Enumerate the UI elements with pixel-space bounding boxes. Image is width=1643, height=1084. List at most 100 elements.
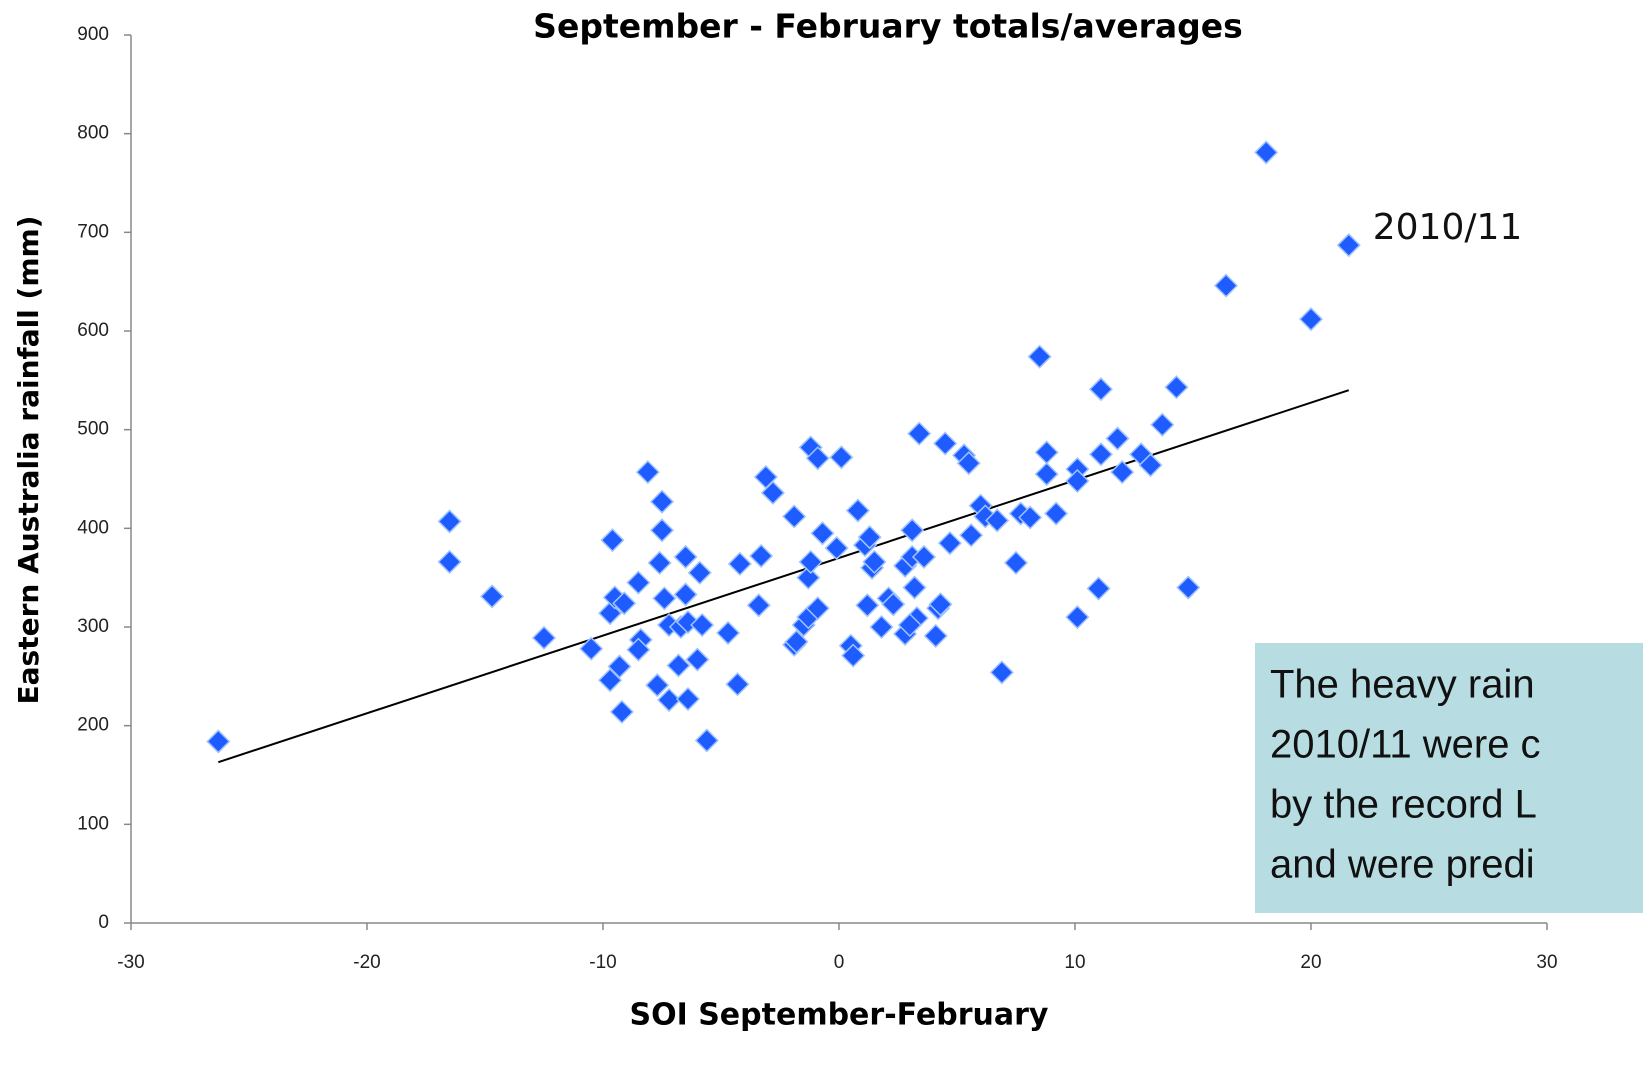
point — [1044, 501, 1069, 526]
point — [798, 549, 823, 574]
point — [1110, 460, 1135, 485]
y-axis-label: Eastern Australia rainfall (mm) — [12, 216, 45, 705]
point — [480, 584, 505, 609]
point — [1213, 273, 1239, 298]
point — [1336, 233, 1361, 258]
point — [612, 591, 637, 616]
point — [1088, 442, 1114, 467]
point — [609, 699, 634, 724]
point — [782, 504, 807, 529]
point — [1150, 412, 1175, 437]
point — [937, 531, 962, 556]
point — [749, 543, 774, 569]
point — [805, 596, 830, 621]
point — [652, 586, 677, 611]
point — [1027, 344, 1052, 369]
point — [626, 570, 651, 595]
note-line: The heavy rain — [1270, 663, 1535, 707]
point — [784, 629, 809, 654]
x-tick-label: -30 — [117, 952, 144, 973]
x-tick-label: 0 — [834, 952, 845, 973]
point — [437, 549, 462, 574]
point — [1034, 440, 1059, 465]
point — [897, 612, 922, 638]
note-box — [1255, 643, 1643, 913]
point — [928, 592, 953, 617]
point — [1018, 505, 1043, 530]
point — [1138, 453, 1163, 478]
x-tick-label: 30 — [1536, 952, 1557, 973]
x-axis-label: SOI September-February — [629, 998, 1048, 1033]
point — [810, 521, 835, 546]
point — [673, 582, 698, 607]
point — [673, 544, 698, 570]
point — [727, 551, 752, 576]
point — [746, 593, 771, 618]
y-tick-label: 300 — [77, 616, 109, 637]
point — [881, 592, 906, 617]
point — [911, 544, 937, 570]
point — [649, 489, 675, 514]
point — [1003, 550, 1029, 575]
point — [1164, 375, 1189, 400]
point — [907, 421, 932, 446]
point — [598, 668, 623, 693]
point — [579, 636, 604, 661]
point — [956, 451, 981, 476]
point — [855, 593, 880, 618]
y-tick-label: 100 — [77, 813, 109, 834]
point — [862, 549, 887, 574]
point — [647, 550, 672, 575]
point — [1065, 605, 1090, 630]
x-tick-label: 10 — [1064, 952, 1085, 973]
point — [626, 637, 651, 662]
point — [841, 643, 866, 668]
point — [1176, 575, 1201, 600]
point — [1298, 307, 1324, 332]
point — [923, 623, 948, 648]
y-tick-label: 600 — [77, 320, 109, 341]
point — [675, 686, 701, 712]
point — [796, 565, 821, 590]
point — [645, 673, 670, 698]
point — [206, 729, 231, 754]
point — [857, 525, 882, 550]
point — [687, 560, 712, 585]
y-tick-label: 200 — [77, 715, 109, 736]
x-tick-label: 20 — [1300, 952, 1321, 973]
point — [985, 508, 1010, 533]
y-tick-label: 500 — [77, 419, 109, 440]
annotation: 2010/11 — [1373, 207, 1523, 248]
point — [716, 620, 741, 645]
point — [635, 460, 660, 485]
x-tick-label: -10 — [589, 952, 616, 973]
point — [760, 480, 785, 505]
point — [725, 672, 750, 697]
point — [989, 660, 1014, 685]
point — [933, 431, 958, 456]
point — [824, 536, 849, 561]
point — [607, 654, 632, 679]
point — [666, 653, 691, 678]
point — [869, 614, 894, 640]
point — [900, 518, 925, 543]
point — [694, 728, 719, 753]
chart-title: September - February totals/averages — [533, 7, 1243, 46]
point — [690, 612, 715, 638]
note-line: 2010/11 were c — [1270, 723, 1541, 767]
y-tick-label: 700 — [77, 221, 109, 242]
point — [437, 509, 462, 534]
point — [805, 446, 830, 471]
point — [959, 523, 984, 548]
point — [600, 528, 625, 553]
point — [1086, 576, 1111, 601]
point — [1088, 377, 1114, 402]
y-tick-label: 800 — [77, 123, 109, 144]
y-tick-label: 0 — [98, 912, 109, 933]
point — [685, 647, 710, 672]
point — [531, 625, 557, 650]
point — [1254, 140, 1279, 165]
note-line: and were predi — [1270, 843, 1535, 887]
point — [649, 518, 675, 543]
